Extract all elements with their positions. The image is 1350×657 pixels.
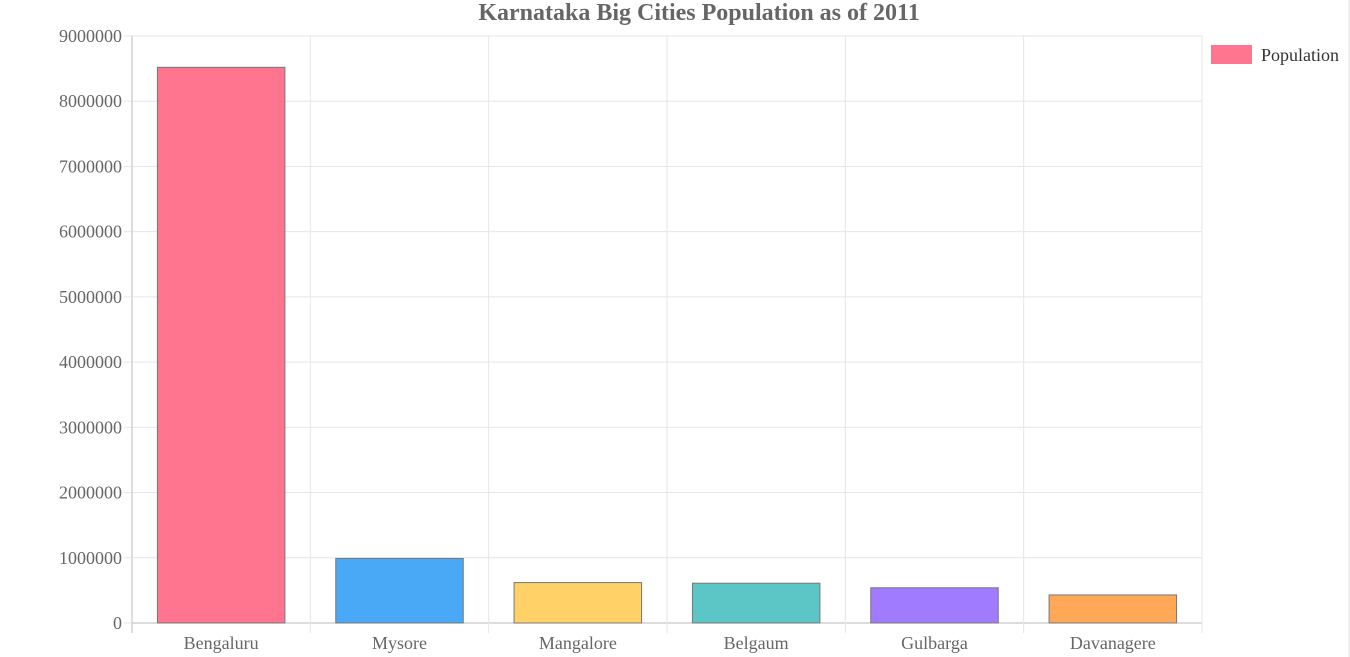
bar-davanagere[interactable] — [1048, 594, 1178, 624]
x-axis: Bengaluru Mysore Mangalore Belgaum Gulbarga D… — [184, 633, 1156, 653]
y-tick-label: 0 — [113, 613, 122, 633]
y-tick-label: 3000000 — [59, 417, 122, 437]
x-tick-label: Mysore — [372, 633, 427, 653]
y-tick-label: 6000000 — [59, 222, 122, 242]
x-tick-label: Belgaum — [724, 633, 789, 653]
y-tick-label: 7000000 — [59, 156, 122, 176]
bar-mangalore[interactable] — [513, 582, 643, 624]
scrollbar[interactable] — [1348, 0, 1350, 657]
x-tick-label: Gulbarga — [901, 633, 968, 653]
legend-swatch-population[interactable] — [1211, 45, 1252, 64]
y-tick-label: 9000000 — [59, 26, 122, 46]
x-tick-label: Mangalore — [539, 633, 617, 653]
legend-label-population[interactable]: Population — [1261, 45, 1339, 65]
bar-gulbarga[interactable] — [870, 587, 999, 624]
y-tick-label: 4000000 — [59, 352, 122, 372]
x-tick-label: Davanagere — [1070, 633, 1156, 653]
chart-title: Karnataka Big Cities Population as of 20… — [478, 0, 919, 26]
bars — [156, 66, 1178, 624]
y-axis: 0 1000000 2000000 3000000 4000000 5000000 6000… — [59, 26, 132, 633]
bar-belgaum[interactable] — [691, 582, 821, 624]
legend[interactable]: Population — [1211, 45, 1339, 65]
y-tick-label: 1000000 — [59, 548, 122, 568]
gridlines — [131, 35, 1203, 633]
y-tick-label: 5000000 — [59, 287, 122, 307]
bar-mysore[interactable] — [335, 557, 464, 624]
y-tick-label: 8000000 — [59, 91, 122, 111]
y-tick-label: 2000000 — [59, 483, 122, 503]
bar-bengaluru[interactable] — [156, 66, 286, 624]
x-tick-label: Bengaluru — [184, 633, 259, 653]
